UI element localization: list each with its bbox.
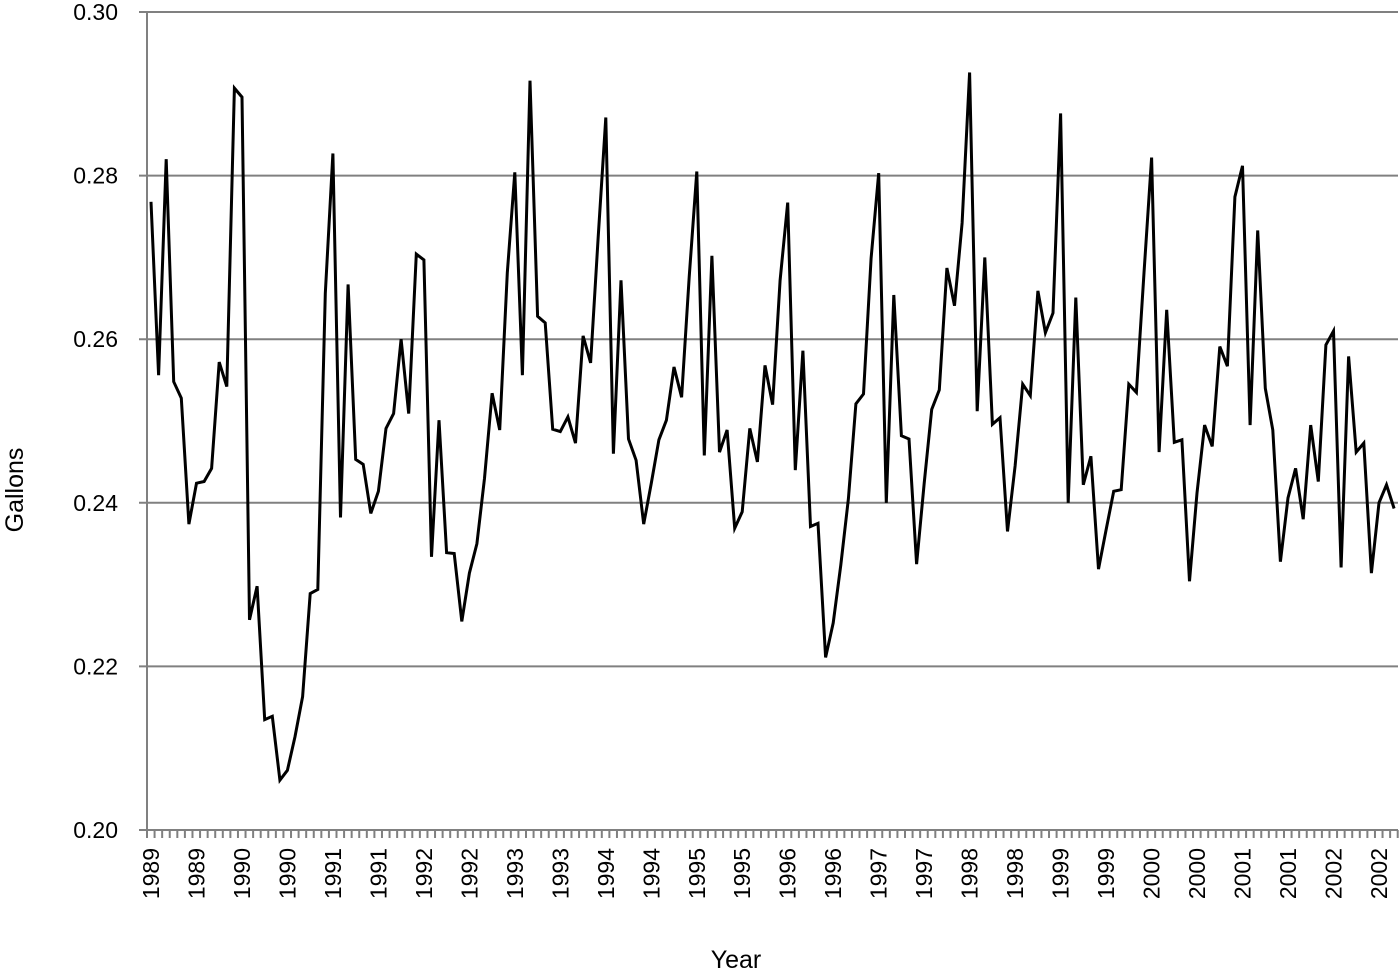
x-tick-labels: 1989 1989 1990 1990 1991 1991 1992 1992 1993 1993… bbox=[138, 848, 1392, 899]
x-tick-label: 2002 bbox=[1320, 848, 1346, 899]
x-tick-label: 1996 bbox=[820, 848, 846, 899]
x-tick-label: 1998 bbox=[1002, 848, 1028, 899]
x-axis bbox=[139, 829, 1399, 838]
x-tick-label: 1997 bbox=[911, 848, 937, 899]
x-tick-label: 1997 bbox=[866, 848, 892, 899]
x-axis-title: Year bbox=[711, 946, 762, 974]
x-tick-label: 1998 bbox=[957, 848, 983, 899]
x-tick-label: 1989 bbox=[138, 848, 164, 899]
x-tick-label: 1991 bbox=[320, 848, 346, 899]
x-tick-label: 1994 bbox=[638, 848, 664, 899]
x-tick-label: 2000 bbox=[1139, 848, 1165, 899]
x-tick-label: 1995 bbox=[729, 848, 755, 899]
x-tick-label: 1999 bbox=[1048, 848, 1074, 899]
x-tick-label: 1992 bbox=[411, 848, 437, 899]
x-tick-label: 2001 bbox=[1230, 848, 1256, 899]
x-tick-label: 1989 bbox=[183, 848, 209, 899]
x-tick-label: 1991 bbox=[365, 848, 391, 899]
x-tick-label: 2000 bbox=[1184, 848, 1210, 899]
x-tick-label: 2001 bbox=[1275, 848, 1301, 899]
x-tick-label: 1993 bbox=[547, 848, 573, 899]
x-tick-label: 1996 bbox=[775, 848, 801, 899]
x-tick-label: 1994 bbox=[593, 848, 619, 899]
x-tick-label: 1993 bbox=[502, 848, 528, 899]
y-tick-label: 0.22 bbox=[73, 653, 118, 679]
y-tick-labels: 0.20 0.22 0.24 0.26 0.28 0.30 bbox=[73, 0, 118, 843]
y-tick-label: 0.20 bbox=[73, 817, 118, 843]
x-tick-label: 1990 bbox=[274, 848, 300, 899]
data-line-gallons bbox=[149, 72, 1396, 784]
x-tick-label: 1995 bbox=[684, 848, 710, 899]
y-tick-label: 0.26 bbox=[73, 326, 118, 352]
x-tick-label: 1990 bbox=[229, 848, 255, 899]
x-tick-label: 1999 bbox=[1093, 848, 1119, 899]
x-tick-label: 2002 bbox=[1366, 848, 1392, 899]
y-tick-label: 0.30 bbox=[73, 0, 118, 25]
y-tick-label: 0.24 bbox=[73, 490, 118, 516]
x-tick-label: 1992 bbox=[456, 848, 482, 899]
gridlines bbox=[139, 11, 1398, 668]
y-tick-label: 0.28 bbox=[73, 163, 118, 189]
y-axis-title: Gallons bbox=[1, 448, 29, 533]
